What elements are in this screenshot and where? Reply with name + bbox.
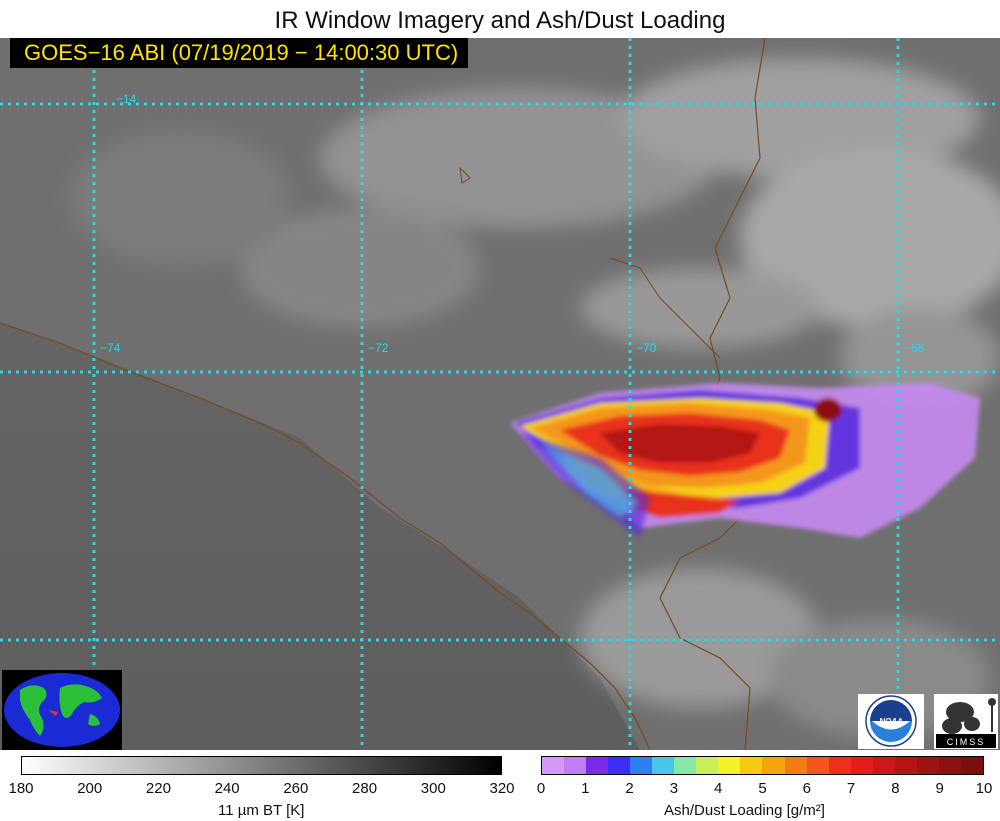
noaa-logo: NOAA (858, 694, 924, 749)
ash-colorbar-cell (872, 757, 895, 774)
bt-tick-label: 300 (420, 780, 446, 797)
longitude-label: −74 (100, 341, 121, 355)
timestamp-label: GOES−16 ABI (07/19/2019 − 14:00:30 UTC) (10, 38, 469, 68)
ash-tick-label: 3 (669, 780, 679, 797)
globe-inset (2, 670, 122, 750)
ash-colorbar-cell (630, 757, 653, 774)
globe-icon (4, 673, 120, 747)
bt-tick-label: 200 (77, 780, 103, 797)
ash-colorbar-cell (674, 757, 697, 774)
noaa-text: NOAA (879, 717, 903, 726)
ash-colorbar-cell (894, 757, 917, 774)
graticule-lines (0, 38, 1000, 750)
ash-colorbar-cell (652, 757, 675, 774)
ash-colorbar-cell (542, 757, 565, 774)
longitude-label: −68 (904, 341, 925, 355)
ash-tick-label: 1 (581, 780, 590, 797)
satellite-map (0, 38, 1000, 750)
ash-axis-title: Ash/Dust Loading [g/m²] (664, 802, 825, 819)
bt-tick-label: 240 (214, 780, 240, 797)
ash-colorbar-cell (850, 757, 873, 774)
cimss-text: CIMSS (947, 737, 986, 747)
ash-colorbar-cell (718, 757, 741, 774)
ash-colorbar-cell (696, 757, 719, 774)
ash-tick-label: 6 (802, 780, 811, 797)
cimss-logo: CIMSS (934, 694, 998, 749)
ash-colorbar (541, 756, 984, 775)
noaa-seal-icon: NOAA (865, 695, 917, 747)
ash-tick-label: 4 (714, 780, 723, 797)
ash-tick-label: 8 (891, 780, 900, 797)
coastline (0, 322, 651, 750)
map-canvas (0, 38, 1000, 750)
ash-colorbar-cell (608, 757, 631, 774)
ash-colorbar-cell (960, 757, 983, 774)
bt-tick-label: 180 (8, 780, 34, 797)
ash-tick-label: 5 (758, 780, 767, 797)
bt-axis-title: 11 µm BT [K] (218, 802, 305, 819)
ash-colorbar-cell (938, 757, 961, 774)
ash-colorbar-cell (762, 757, 785, 774)
latitude-label: −14 (116, 92, 137, 106)
ash-tick-label: 0 (536, 780, 546, 797)
ash-colorbar-cell (740, 757, 763, 774)
bt-tick-label: 320 (489, 780, 515, 797)
ash-colorbar-cell (828, 757, 851, 774)
longitude-label: −70 (636, 341, 657, 355)
ash-colorbar-cell (564, 757, 587, 774)
bt-tick-label: 260 (283, 780, 309, 797)
ash-tick-label: 2 (625, 780, 634, 797)
ash-colorbar-cell (806, 757, 829, 774)
longitude-label: −72 (368, 341, 389, 355)
ash-colorbar-cell (784, 757, 807, 774)
ash-colorbar-cell (586, 757, 609, 774)
ash-colorbar-cell (916, 757, 939, 774)
bt-tick-label: 220 (145, 780, 171, 797)
figure-title: IR Window Imagery and Ash/Dust Loading (274, 7, 726, 34)
bt-tick-label: 280 (352, 780, 378, 797)
ash-tick-label: 9 (935, 780, 944, 797)
cimss-seal-icon: CIMSS (936, 698, 996, 748)
ash-tick-label: 7 (846, 780, 856, 797)
bt-colorbar (21, 756, 502, 775)
ash-tick-label: 10 (975, 780, 993, 797)
ash-plume (510, 383, 980, 538)
